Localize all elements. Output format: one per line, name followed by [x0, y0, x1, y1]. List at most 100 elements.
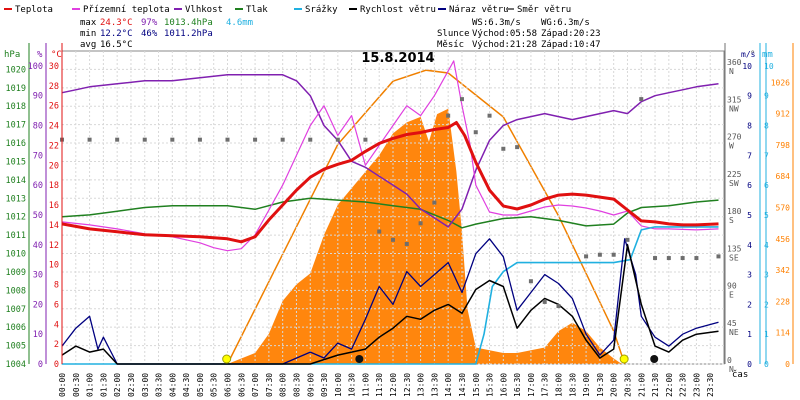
stats-row-label: min	[80, 29, 96, 39]
tick-label-rain: 2	[764, 300, 769, 309]
stats-value: 97%	[141, 18, 158, 28]
series-line-rychlost-větru	[61, 244, 719, 365]
wind-gust-info: WG:6.3m/s	[541, 18, 590, 28]
legend-label: Přízemní teplota	[83, 5, 170, 15]
tick-label-celsius: 18	[49, 181, 59, 191]
tick-label-percent: 0	[38, 360, 43, 370]
tick-label-direction-degrees: 135	[727, 244, 742, 253]
direction-point	[142, 137, 147, 142]
tick-label-celsius: 30	[49, 62, 59, 72]
tick-label-time: 02:30	[127, 373, 136, 397]
tick-label-radiation: 798	[776, 141, 791, 150]
tick-label-hpa: 1010	[6, 250, 26, 260]
direction-point	[170, 137, 175, 142]
tick-label-time: 07:00	[251, 373, 260, 397]
tick-label-radiation: 114	[776, 329, 791, 338]
tick-label-time: 10:30	[348, 373, 357, 397]
tick-label-percent: 10	[33, 330, 43, 340]
tick-label-percent: 80	[33, 122, 43, 132]
wind-speed-info: WS:6.3m/s	[472, 18, 521, 28]
direction-point	[542, 299, 547, 304]
tick-label-direction-compass: E	[729, 291, 734, 300]
tick-label-rain: 0	[764, 360, 769, 369]
tick-label-time: 07:30	[265, 373, 274, 397]
tick-label-rain: 10	[764, 62, 774, 71]
direction-point	[391, 237, 395, 242]
direction-point	[377, 229, 382, 234]
tick-label-time: 21:30	[651, 373, 660, 397]
tick-label-time: 17:00	[527, 373, 536, 397]
axis-unit-celsius: °C	[51, 50, 62, 60]
tick-label-rain: 9	[764, 92, 769, 101]
axis-unit-rain: mm	[762, 50, 773, 60]
tick-label-direction-compass: N	[729, 67, 734, 76]
tick-label-percent: 20	[33, 300, 43, 310]
tick-label-time: 05:30	[210, 373, 219, 397]
tick-label-time: 06:00	[224, 373, 233, 397]
axis-unit-wind: m/s	[741, 50, 756, 59]
tick-label-direction-compass: SE	[729, 253, 739, 262]
direction-point	[501, 146, 506, 151]
direction-point	[432, 200, 437, 205]
tick-label-celsius: 8	[54, 281, 59, 291]
tick-label-celsius: 2	[54, 340, 59, 350]
tick-label-direction-degrees: 270	[727, 133, 742, 142]
legend-label: Rychlost větru	[360, 5, 436, 15]
legend-label: Teplota	[15, 5, 53, 15]
tick-label-rain: 6	[764, 181, 769, 190]
direction-point	[515, 145, 520, 150]
stats-value: 12.2°C	[100, 29, 133, 39]
tick-label-celsius: 10	[49, 261, 59, 271]
grid-lines	[61, 51, 724, 365]
direction-point	[694, 256, 699, 261]
tick-label-time: 12:00	[389, 373, 398, 397]
tick-label-radiation: 342	[776, 266, 791, 275]
legend-label: Náraz větru	[449, 5, 509, 15]
axis-unit-hpa: hPa	[4, 50, 20, 60]
sunrise-marker	[222, 354, 232, 364]
axis-unit-direction: °	[750, 50, 755, 60]
tick-label-rain: 3	[764, 271, 769, 280]
direction-point	[597, 252, 602, 257]
tick-label-hpa: 1014	[6, 176, 26, 186]
stats-value: 4.6mm	[226, 18, 253, 28]
tick-label-radiation: 912	[776, 110, 791, 119]
tick-label-time: 12:30	[403, 373, 412, 397]
direction-point	[446, 113, 451, 118]
stats-value: 1011.2hPa	[164, 29, 213, 39]
tick-label-hpa: 1016	[6, 139, 26, 149]
tick-label-time: 00:30	[72, 373, 81, 397]
tick-label-time: 04:30	[182, 373, 191, 397]
direction-point	[653, 256, 658, 261]
tick-label-hpa: 1020	[6, 65, 26, 75]
tick-label-celsius: 28	[49, 82, 59, 92]
tick-label-hpa: 1004	[6, 360, 26, 370]
tick-label-rain: 4	[764, 241, 769, 250]
tick-label-time: 16:30	[513, 373, 522, 397]
tick-label-wind: 5	[747, 211, 752, 220]
stats-value: 16.5°C	[100, 40, 133, 50]
direction-point	[528, 279, 533, 284]
stats-value: 46%	[141, 29, 158, 39]
tick-label-hpa: 1015	[6, 157, 26, 167]
tick-label-direction-degrees: 315	[727, 95, 742, 104]
legend-label: Srážky	[305, 5, 338, 15]
tick-label-percent: 30	[33, 271, 43, 281]
sunset-text: Západ:20:23	[541, 29, 601, 39]
moon-label: Měsíc	[437, 40, 464, 50]
tick-label-rain: 7	[764, 151, 769, 160]
tick-label-celsius: 12	[49, 241, 59, 251]
stats-value: 24.3°C	[100, 18, 133, 28]
tick-label-time: 23:30	[706, 373, 715, 397]
tick-label-percent: 50	[33, 211, 43, 221]
series-line-srážky	[62, 226, 719, 365]
chart-title: 15.8.2014	[361, 51, 434, 66]
tick-label-time: 01:30	[99, 373, 108, 397]
series-line-vlhkost	[61, 74, 719, 228]
info-block: max 24.3°C 97% 1013.4hPa 4.6mm min 12.2°C 46% 10…	[80, 18, 601, 50]
tick-label-radiation: 570	[776, 204, 791, 213]
tick-label-hpa: 1017	[6, 121, 26, 131]
tick-label-hpa: 1005	[6, 342, 26, 352]
tick-label-time: 22:00	[665, 373, 674, 397]
